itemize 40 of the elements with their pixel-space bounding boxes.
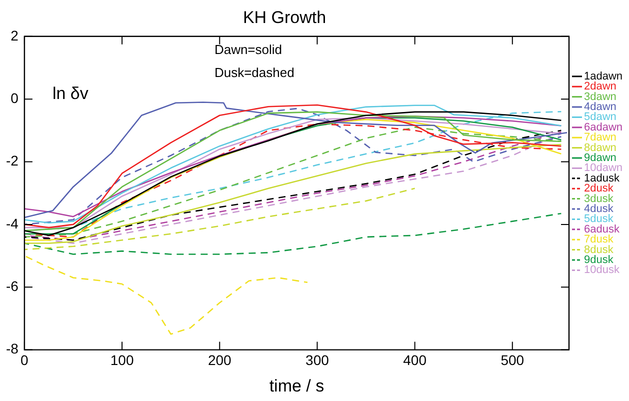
line-series (24, 212, 562, 255)
legend-label: 10dawn (584, 162, 623, 174)
legend-label: 7dawn (584, 132, 616, 144)
y-tick-label: -8 (6, 340, 19, 357)
legend-label: 4dawn (584, 101, 616, 114)
x-tick-label: 100 (110, 352, 134, 368)
legend-label: 3dawn (584, 90, 616, 103)
legend-label: 2dawn (584, 80, 616, 93)
legend-label: 7dusk (584, 234, 614, 246)
legend-label: 1adusk (584, 172, 620, 184)
line-series (24, 188, 416, 250)
legend-label: 3dusk (584, 192, 614, 205)
x-tick-label: 400 (403, 352, 427, 368)
y-axis-title: ln δv (52, 84, 89, 104)
y-tick-label: 0 (10, 90, 19, 106)
legend-label: 10dusk (584, 264, 620, 276)
legend-label: 8dusk (584, 244, 614, 256)
legend-label: 5dawn (584, 111, 616, 124)
annotation: Dusk=dashed (214, 64, 294, 80)
line-series (24, 255, 308, 335)
annotation: Dawn=solid (214, 42, 282, 57)
legend-label: 1adawn (584, 70, 623, 82)
x-tick-label: 500 (500, 352, 524, 368)
y-tick-label: -4 (6, 215, 19, 232)
y-tick-label: -2 (6, 152, 19, 169)
legend-label: 9dusk (584, 254, 614, 266)
legend-label: 5dusk (584, 213, 614, 226)
x-tick-label: 300 (306, 352, 330, 368)
y-tick-label: 2 (10, 27, 19, 44)
legend-label: 6adusk (584, 223, 620, 236)
x-tick-label: 200 (208, 352, 232, 368)
legend-label: 2dusk (584, 182, 614, 195)
y-tick-label: -6 (6, 278, 19, 294)
legend-label: 9dawn (584, 152, 616, 164)
chart-title: KH Growth (242, 8, 326, 27)
x-axis-title: time / s (269, 376, 324, 396)
x-tick-label: 0 (20, 352, 29, 368)
legend-label: 6adawn (584, 121, 623, 134)
legend-label: 8dawn (584, 142, 616, 154)
legend-label: 4dusk (584, 203, 614, 216)
